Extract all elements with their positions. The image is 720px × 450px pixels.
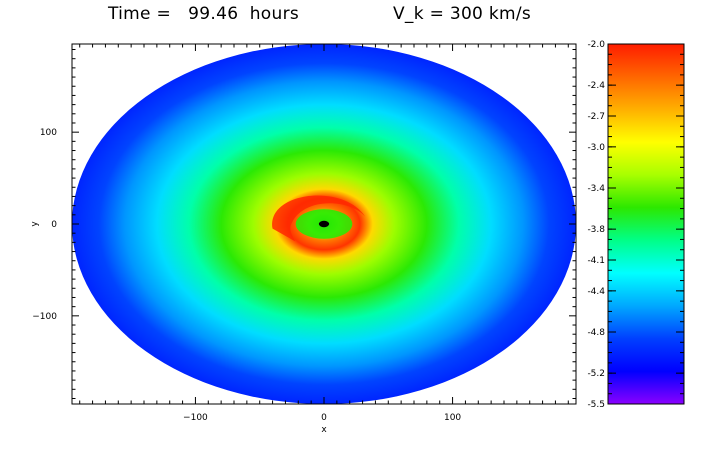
- colorbar-tick-label: -4.1: [587, 256, 605, 266]
- colorbar-tick-label: -2.7: [587, 112, 605, 122]
- colorbar-frame: [607, 43, 685, 405]
- x-tick-label: 100: [444, 413, 461, 423]
- y-tick-label: −100: [32, 312, 57, 322]
- x-tick-label: 0: [321, 413, 327, 423]
- colorbar-tick-label: -3.0: [587, 143, 605, 153]
- spiral-arm-feature: [272, 195, 366, 242]
- colorbar: [608, 44, 684, 404]
- plot-ticks: −100 0 100 −100 0 100: [32, 44, 576, 423]
- central-object-marker: [318, 220, 330, 228]
- chart-title-time: Time = 99.46 hours: [108, 4, 300, 24]
- colorbar-tick-label: -4.4: [587, 287, 605, 297]
- colorbar-tick-label: -2.0: [587, 40, 605, 50]
- chart-title-vk: V_k = 300 km/s: [393, 4, 532, 24]
- plot-area: [72, 44, 576, 404]
- colorbar-ticks: -2.0 -2.4 -2.7 -3.0 -3.4 -3.8 -4.1 -4.4 -4.8 -5.2…: [587, 40, 684, 410]
- x-axis-label: x: [321, 425, 327, 435]
- y-axis-label: y: [30, 221, 40, 227]
- x-tick-label: −100: [183, 413, 208, 423]
- colorbar-tick-label: -2.4: [587, 81, 605, 91]
- colorbar-tick-label: -4.8: [587, 328, 605, 338]
- colorbar-tick-label: -3.8: [587, 225, 605, 235]
- colorbar-tick-label: -5.2: [587, 369, 605, 379]
- y-tick-label: 100: [40, 128, 57, 138]
- colorbar-tick-label: -3.4: [587, 184, 605, 194]
- colorbar-tick-label: -5.5: [587, 400, 605, 410]
- y-tick-label: 0: [51, 220, 57, 230]
